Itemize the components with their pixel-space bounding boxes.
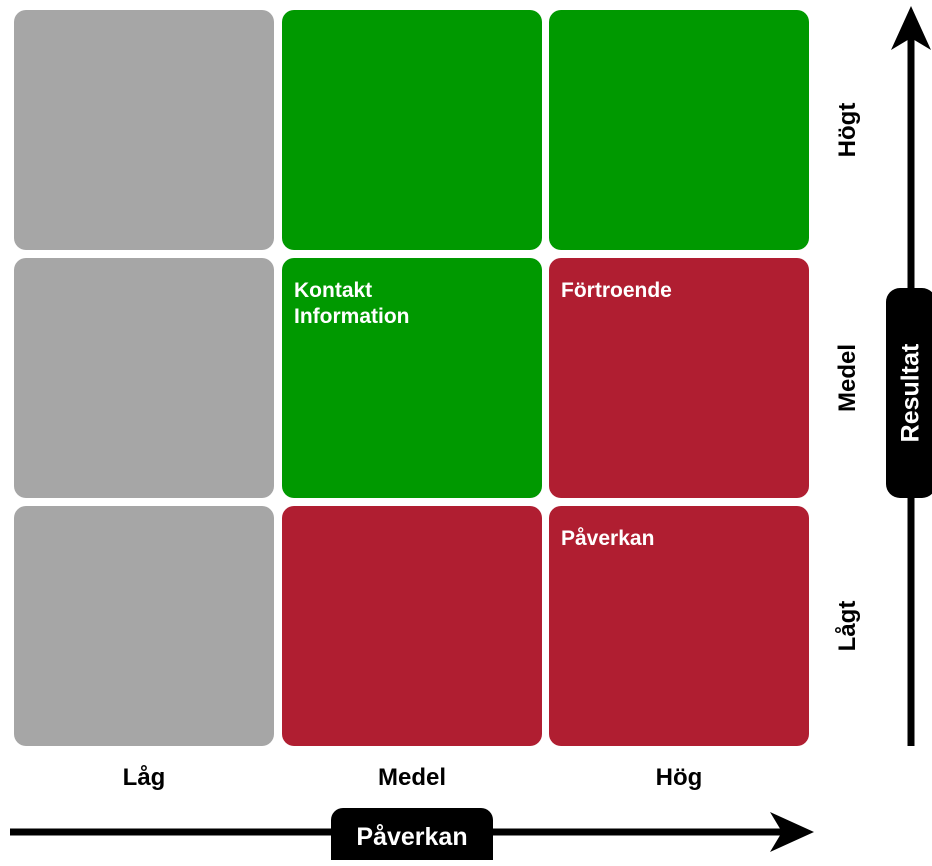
x-level-hog: Hög [655,764,703,791]
cell-label-kontakt-information: Kontakt Information [294,279,410,328]
x-axis-title: Påverkan [331,808,493,860]
y-axis-title-text: Resultat [896,343,925,443]
cell-hogt-medel [282,10,542,250]
cell-label-paverkan: Påverkan [561,527,655,550]
cell-lagt-hog: Påverkan [549,506,809,746]
x-axis-arrowhead [770,812,814,852]
y-axis-arrowhead [891,6,931,50]
cell-lagt-lag [14,506,274,746]
cell-hogt-hog [549,10,809,250]
cell-hogt-lag [14,10,274,250]
x-level-lag: Låg [122,764,166,791]
cell-medel-lag [14,258,274,498]
cell-label-fortroende: Förtroende [561,279,672,302]
x-level-medel: Medel [377,764,446,791]
y-axis-title: Resultat [886,288,932,498]
cell-lagt-medel [282,506,542,746]
cell-medel-medel: Kontakt Information [282,258,542,498]
cell-medel-hog: Förtroende [549,258,809,498]
